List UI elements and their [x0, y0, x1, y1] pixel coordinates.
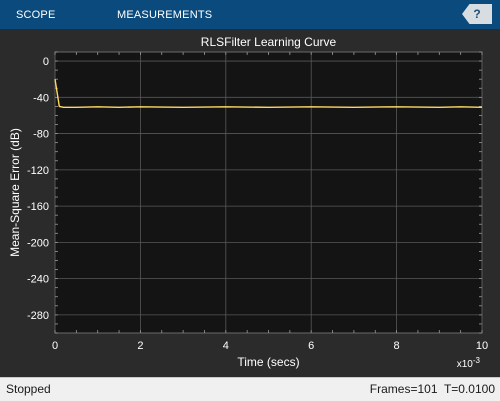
plot-area — [54, 51, 483, 334]
question-icon: ? — [473, 7, 481, 21]
x-tick-label: 2 — [137, 340, 143, 352]
y-axis-label: Mean-Square Error (dB) — [8, 128, 22, 257]
y-tick-label: -80 — [33, 129, 49, 141]
learning-curve-chart: 0 2 4 6 8 10 0 -40 -80 -120 -160 -200 -240 -280 RLSFil… — [8, 35, 488, 370]
x-tick-label: 4 — [223, 340, 229, 352]
status-counters: Frames=101 T=0.0100 — [370, 382, 495, 396]
x-exponent-label: x10-3 — [457, 356, 481, 370]
x-axis-label: Time (secs) — [237, 355, 299, 369]
y-tick-label: -120 — [27, 165, 49, 177]
y-tick-label: 0 — [43, 56, 49, 68]
status-frames: Frames=101 — [369, 382, 438, 396]
tab-measurements[interactable]: MEASUREMENTS — [117, 9, 213, 21]
x-tick-label: 6 — [308, 340, 314, 352]
y-tick-label: -240 — [27, 274, 49, 286]
status-state: Stopped — [6, 382, 51, 396]
y-tick-label: -280 — [27, 310, 49, 322]
tab-scope[interactable]: SCOPE — [16, 9, 56, 21]
x-tick-label: 10 — [476, 340, 488, 352]
chart-title: RLSFilter Learning Curve — [201, 35, 337, 49]
x-tick-label: 8 — [394, 340, 400, 352]
scope-display: 0 2 4 6 8 10 0 -40 -80 -120 -160 -200 -240 -280 RLSFil… — [0, 29, 500, 377]
status-bar: Stopped Frames=101 T=0.0100 — [0, 377, 500, 401]
x-tick-label: 0 — [52, 340, 58, 352]
series-line — [54, 79, 483, 109]
y-tick-label: -160 — [27, 201, 49, 213]
toolstrip: SCOPE MEASUREMENTS ? — [0, 0, 500, 29]
y-tick-label: -40 — [33, 92, 49, 104]
y-tick-label: -200 — [27, 237, 49, 249]
help-button[interactable]: ? — [462, 4, 492, 24]
status-time: T=0.0100 — [443, 382, 495, 396]
